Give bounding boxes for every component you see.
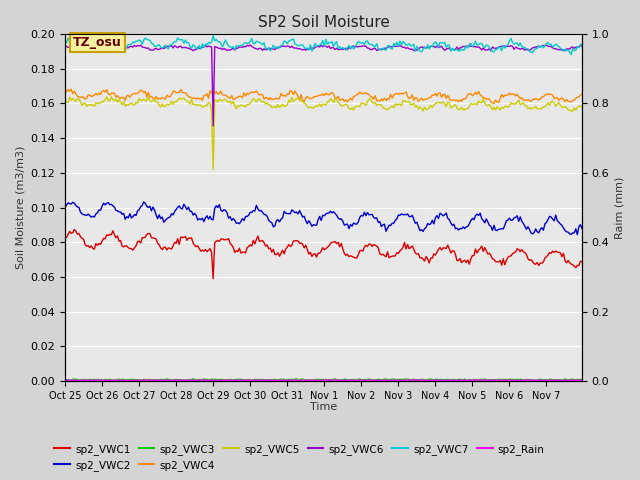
- sp2_VWC4: [578, 91, 586, 96]
- sp2_VWC1: [355, 252, 362, 258]
- sp2_VWC2: [353, 221, 360, 227]
- Line: sp2_VWC5: sp2_VWC5: [65, 96, 582, 169]
- sp2_VWC3: [578, 377, 586, 383]
- sp2_Rain: [61, 377, 69, 383]
- sp2_VWC7: [209, 33, 217, 38]
- Line: sp2_VWC7: sp2_VWC7: [65, 36, 582, 55]
- sp2_VWC6: [246, 42, 254, 48]
- sp2_VWC6: [209, 123, 217, 129]
- sp2_VWC4: [217, 88, 225, 94]
- sp2_VWC2: [573, 232, 581, 238]
- Title: SP2 Soil Moisture: SP2 Soil Moisture: [257, 15, 389, 30]
- sp2_VWC3: [189, 376, 197, 382]
- sp2_VWC3: [67, 377, 75, 383]
- sp2_Rain: [175, 377, 183, 383]
- sp2_VWC6: [487, 48, 495, 54]
- sp2_VWC4: [486, 96, 493, 102]
- sp2_VWC3: [492, 377, 499, 383]
- sp2_Rain: [493, 377, 501, 383]
- sp2_VWC4: [61, 87, 69, 93]
- Text: TZ_osu: TZ_osu: [73, 36, 122, 49]
- sp2_VWC7: [67, 36, 75, 42]
- sp2_VWC4: [353, 92, 360, 97]
- sp2_VWC6: [67, 46, 75, 51]
- sp2_VWC5: [67, 97, 75, 103]
- sp2_Rain: [67, 377, 75, 383]
- sp2_Rain: [376, 378, 383, 384]
- Line: sp2_VWC3: sp2_VWC3: [65, 379, 582, 381]
- sp2_VWC4: [69, 91, 77, 96]
- sp2_VWC3: [486, 377, 493, 383]
- sp2_VWC5: [177, 96, 184, 102]
- sp2_VWC6: [578, 43, 586, 49]
- X-axis label: Time: Time: [310, 402, 337, 412]
- sp2_VWC1: [219, 236, 227, 241]
- sp2_VWC5: [493, 104, 501, 109]
- sp2_VWC7: [353, 41, 360, 47]
- sp2_Rain: [487, 377, 495, 383]
- sp2_VWC2: [61, 204, 69, 210]
- sp2_VWC6: [175, 44, 183, 49]
- sp2_VWC6: [61, 43, 69, 49]
- sp2_VWC5: [209, 167, 217, 172]
- Line: sp2_VWC6: sp2_VWC6: [65, 45, 582, 126]
- sp2_VWC3: [532, 378, 540, 384]
- sp2_VWC5: [578, 105, 586, 110]
- sp2_VWC5: [61, 96, 69, 102]
- sp2_VWC6: [493, 45, 501, 51]
- sp2_VWC1: [209, 276, 217, 282]
- sp2_VWC5: [103, 94, 111, 99]
- sp2_VWC1: [493, 259, 501, 265]
- sp2_VWC7: [217, 40, 225, 46]
- sp2_VWC1: [61, 235, 69, 241]
- Legend: sp2_VWC1, sp2_VWC2, sp2_VWC3, sp2_VWC4, sp2_VWC5, sp2_VWC6, sp2_VWC7, sp2_Rain: sp2_VWC1, sp2_VWC2, sp2_VWC3, sp2_VWC4, …: [50, 439, 548, 475]
- sp2_VWC2: [217, 207, 225, 213]
- sp2_VWC5: [355, 103, 362, 109]
- sp2_VWC3: [175, 377, 183, 383]
- Y-axis label: Soil Moisture (m3/m3): Soil Moisture (m3/m3): [15, 146, 25, 269]
- sp2_Rain: [353, 378, 360, 384]
- Line: sp2_VWC1: sp2_VWC1: [65, 229, 582, 279]
- sp2_VWC1: [177, 234, 184, 240]
- sp2_VWC4: [490, 101, 498, 107]
- sp2_Rain: [322, 377, 330, 383]
- sp2_VWC3: [353, 377, 360, 383]
- sp2_VWC7: [492, 47, 499, 52]
- sp2_VWC6: [217, 45, 225, 51]
- sp2_Rain: [578, 378, 586, 384]
- sp2_VWC7: [578, 42, 586, 48]
- sp2_VWC1: [487, 252, 495, 258]
- Y-axis label: Raim (mm): Raim (mm): [615, 176, 625, 239]
- sp2_VWC2: [140, 199, 148, 205]
- sp2_VWC5: [487, 104, 495, 109]
- sp2_VWC7: [61, 37, 69, 43]
- sp2_VWC2: [578, 226, 586, 231]
- Line: sp2_VWC2: sp2_VWC2: [65, 202, 582, 235]
- sp2_VWC4: [177, 86, 184, 92]
- sp2_VWC1: [70, 227, 78, 232]
- sp2_VWC1: [578, 259, 586, 264]
- sp2_VWC5: [219, 98, 227, 104]
- sp2_Rain: [216, 377, 223, 383]
- sp2_VWC2: [492, 227, 499, 233]
- Line: sp2_Rain: sp2_Rain: [65, 380, 582, 381]
- sp2_VWC6: [355, 44, 362, 50]
- sp2_VWC2: [67, 201, 75, 207]
- Line: sp2_VWC4: sp2_VWC4: [65, 89, 582, 104]
- sp2_VWC7: [486, 45, 493, 50]
- sp2_VWC7: [175, 37, 183, 43]
- sp2_VWC3: [61, 377, 69, 383]
- sp2_VWC2: [486, 222, 493, 228]
- sp2_VWC7: [567, 52, 575, 58]
- sp2_VWC4: [67, 86, 75, 92]
- sp2_VWC4: [493, 99, 501, 105]
- sp2_VWC1: [67, 230, 75, 236]
- sp2_VWC2: [177, 205, 184, 211]
- sp2_VWC3: [217, 376, 225, 382]
